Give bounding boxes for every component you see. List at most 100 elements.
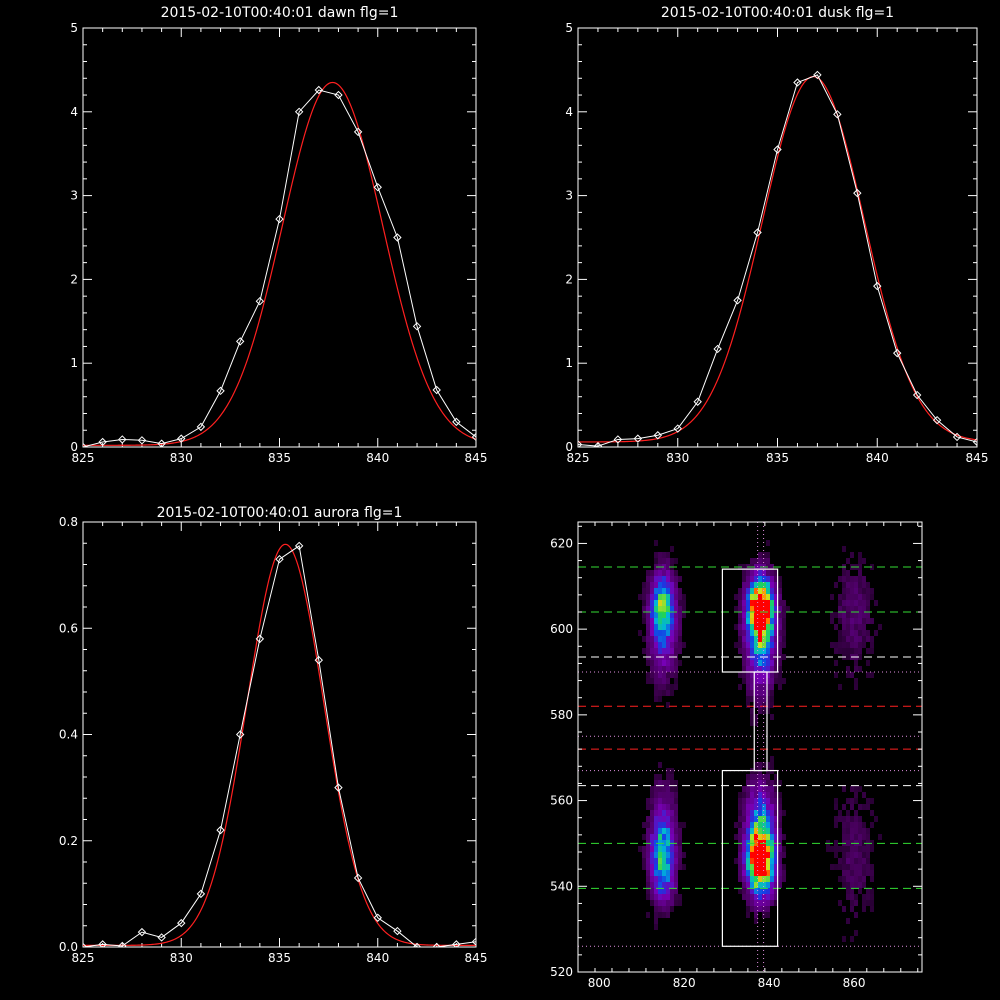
heatmap-cell: [662, 834, 666, 840]
heatmap-cell: [838, 810, 842, 816]
heatmap-cell: [746, 798, 750, 804]
heatmap-cell: [854, 630, 858, 636]
heatmap-cell: [862, 846, 866, 852]
heatmap-cell: [774, 852, 778, 858]
heatmap-cell: [654, 606, 658, 612]
heatmap-cell: [642, 582, 646, 588]
y-tick-label: 5: [565, 21, 573, 35]
heatmap-cell: [746, 810, 750, 816]
heatmap-cell: [654, 690, 658, 696]
heatmap-cell: [842, 618, 846, 624]
heatmap-cell: [654, 660, 658, 666]
heatmap-cell: [762, 618, 766, 624]
heatmap-cell: [850, 648, 854, 654]
heatmap-cell: [766, 624, 770, 630]
heatmap-cell: [850, 876, 854, 882]
heatmap-cell: [762, 882, 766, 888]
heatmap-cell: [750, 690, 754, 696]
heatmap-cell: [670, 786, 674, 792]
heatmap-cell: [778, 816, 782, 822]
heatmap-cell: [782, 810, 786, 816]
heatmap-cell: [862, 618, 866, 624]
y-tick-label: 3: [70, 189, 78, 203]
heatmap-cell: [650, 570, 654, 576]
heatmap-cell: [758, 816, 762, 822]
heatmap-cell: [674, 648, 678, 654]
heatmap-cell: [670, 894, 674, 900]
heatmap-cell: [654, 618, 658, 624]
heatmap-cell: [746, 828, 750, 834]
heatmap-cell: [838, 858, 842, 864]
heatmap-cell: [766, 870, 770, 876]
heatmap-cell: [838, 618, 842, 624]
heatmap-cell: [654, 624, 658, 630]
heatmap-cell: [850, 888, 854, 894]
heatmap-cell: [654, 576, 658, 582]
heatmap-cell: [666, 864, 670, 870]
heatmap-cell: [670, 846, 674, 852]
heatmap-cell: [742, 642, 746, 648]
heatmap-cell: [674, 684, 678, 690]
heatmap-cell: [754, 780, 758, 786]
heatmap-cell: [850, 798, 854, 804]
heatmap-cell: [870, 642, 874, 648]
heatmap-cell: [850, 786, 854, 792]
heatmap-cell: [658, 690, 662, 696]
heatmap-cell: [758, 630, 762, 636]
heatmap-cell: [674, 816, 678, 822]
heatmap-cell: [654, 678, 658, 684]
heatmap-cell: [670, 690, 674, 696]
heatmap-cell: [746, 780, 750, 786]
heatmap-cell: [642, 852, 646, 858]
heatmap-cell: [862, 852, 866, 858]
heatmap-cell: [674, 792, 678, 798]
heatmap-cell: [782, 624, 786, 630]
heatmap-cell: [646, 600, 650, 606]
heatmap-cell: [766, 804, 770, 810]
heatmap-cell: [770, 792, 774, 798]
x-tick-label: 800: [588, 976, 611, 990]
heatmap-cell: [662, 612, 666, 618]
heatmap-cell: [758, 552, 762, 558]
heatmap-cell: [658, 858, 662, 864]
heatmap-cell: [666, 888, 670, 894]
heatmap-cell: [770, 678, 774, 684]
heatmap-cell: [750, 582, 754, 588]
heatmap-cell: [858, 606, 862, 612]
heatmap-cell: [770, 870, 774, 876]
heatmap-cell: [754, 828, 758, 834]
heatmap-cell: [854, 900, 858, 906]
heatmap-cell: [646, 804, 650, 810]
heatmap-image: [638, 540, 882, 942]
heatmap-cell: [774, 606, 778, 612]
heatmap-cell: [754, 582, 758, 588]
heatmap-cell: [738, 876, 742, 882]
heatmap-cell: [862, 630, 866, 636]
heatmap-cell: [854, 582, 858, 588]
heatmap-cell: [770, 582, 774, 588]
heatmap-cell: [750, 870, 754, 876]
data-point: [98, 437, 107, 447]
heatmap-cell: [674, 600, 678, 606]
heatmap-cell: [666, 912, 670, 918]
heatmap-cell: [750, 876, 754, 882]
heatmap-cell: [766, 786, 770, 792]
heatmap-cell: [654, 858, 658, 864]
heatmap-cell: [862, 822, 866, 828]
heatmap-cell: [858, 552, 862, 558]
heatmap-cell: [778, 876, 782, 882]
heatmap-cell: [666, 894, 670, 900]
data-point: [733, 296, 742, 305]
heatmap-cell: [678, 576, 682, 582]
heatmap-cell: [650, 678, 654, 684]
heatmap-cell: [838, 900, 842, 906]
heatmap-cell: [754, 858, 758, 864]
heatmap-cell: [674, 570, 678, 576]
heatmap-cell: [678, 834, 682, 840]
heatmap-cell: [854, 858, 858, 864]
heatmap-cell: [758, 786, 762, 792]
heatmap-cell: [746, 624, 750, 630]
heatmap-cell: [862, 792, 866, 798]
heatmap-cell: [770, 858, 774, 864]
